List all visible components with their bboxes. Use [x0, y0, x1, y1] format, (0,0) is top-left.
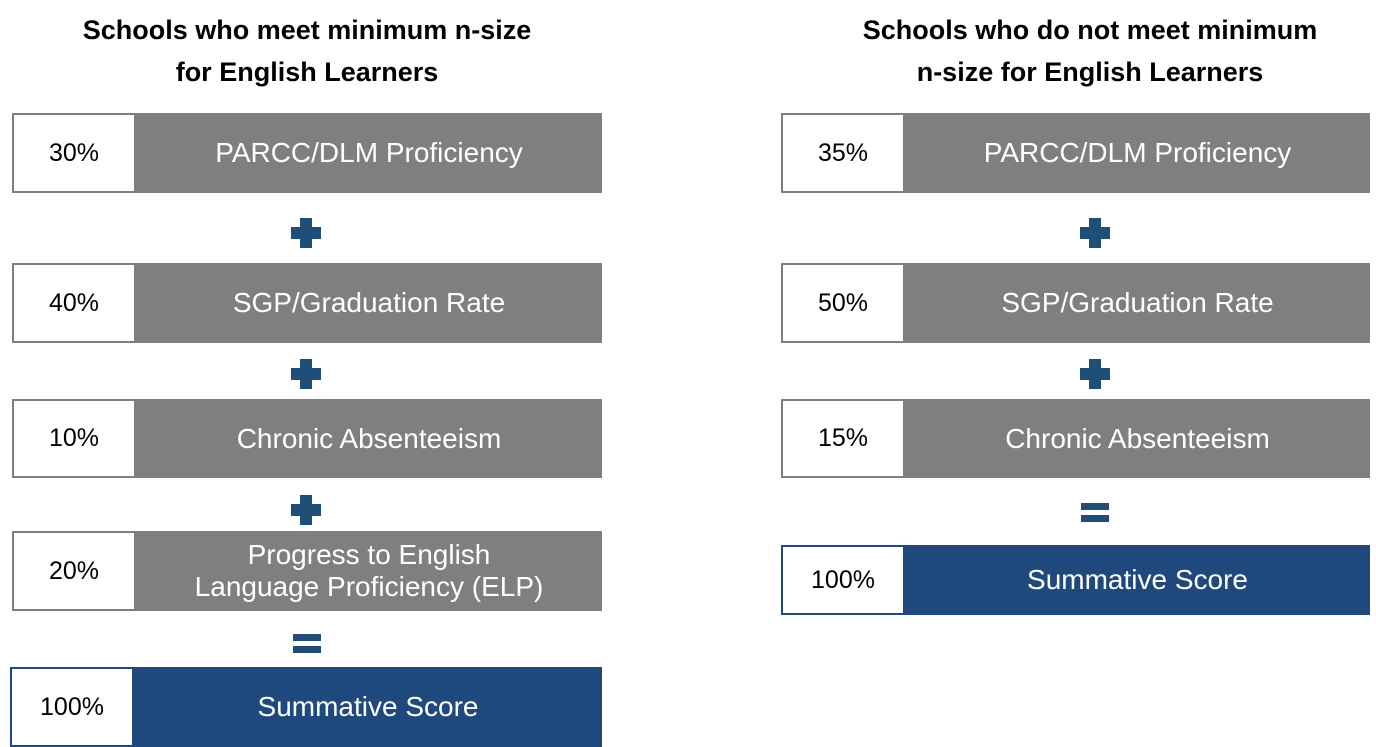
plus-icon — [1080, 359, 1110, 389]
component-row: 35% PARCC/DLM Proficiency — [781, 113, 1370, 193]
label-line: Summative Score — [1027, 564, 1248, 595]
column-title: Schools who do not meet minimum n-size f… — [790, 9, 1376, 93]
label-line: Progress to English — [247, 539, 491, 570]
title-line: Schools who do not meet minimum — [862, 15, 1318, 45]
weight: 10% — [12, 399, 136, 478]
weight: 100% — [781, 545, 905, 615]
label-line: Summative Score — [257, 691, 479, 722]
component-row: 20% Progress to English Language Profici… — [12, 531, 602, 611]
weight: 35% — [781, 113, 905, 193]
label-line: Chronic Absenteeism — [1005, 422, 1270, 454]
component-row: 50% SGP/Graduation Rate — [781, 263, 1370, 343]
total-row: 100% Summative Score — [781, 545, 1370, 615]
equals-icon — [1081, 503, 1109, 522]
component-label: SGP/Graduation Rate — [136, 263, 602, 343]
plus-icon — [291, 218, 321, 248]
label-line: Language Proficiency (ELP) — [194, 571, 544, 602]
component-label: PARCC/DLM Proficiency — [136, 113, 602, 193]
component-row: 10% Chronic Absenteeism — [12, 399, 602, 478]
label-line: PARCC/DLM Proficiency — [983, 137, 1292, 168]
component-label: Chronic Absenteeism — [136, 399, 602, 478]
label-line: SGP/Graduation Rate — [232, 287, 506, 318]
plus-icon — [291, 359, 321, 389]
total-label: Summative Score — [134, 667, 602, 747]
component-row: 40% SGP/Graduation Rate — [12, 263, 602, 343]
total-label: Summative Score — [905, 545, 1370, 615]
plus-icon — [1080, 218, 1110, 248]
title-line: Schools who meet minimum n-size — [82, 15, 532, 45]
component-label: SGP/Graduation Rate — [905, 263, 1370, 343]
component-label: Chronic Absenteeism — [905, 399, 1370, 478]
label-line: Chronic Absenteeism — [236, 422, 502, 454]
component-row: 30% PARCC/DLM Proficiency — [12, 113, 602, 193]
column-title: Schools who meet minimum n-size for Engl… — [0, 9, 614, 93]
title-line: for English Learners — [175, 57, 439, 87]
equals-icon — [293, 634, 321, 653]
weight: 15% — [781, 399, 905, 478]
component-label: PARCC/DLM Proficiency — [905, 113, 1370, 193]
title-line: n-size for English Learners — [916, 57, 1264, 87]
weight: 100% — [10, 667, 134, 747]
weight: 40% — [12, 263, 136, 343]
weight: 50% — [781, 263, 905, 343]
weight: 30% — [12, 113, 136, 193]
plus-icon — [291, 495, 321, 525]
weight: 20% — [12, 531, 136, 611]
component-row: 15% Chronic Absenteeism — [781, 399, 1370, 478]
component-label: Progress to English Language Proficiency… — [136, 531, 602, 611]
total-row: 100% Summative Score — [10, 667, 602, 747]
label-line: PARCC/DLM Proficiency — [215, 137, 523, 168]
label-line: SGP/Graduation Rate — [1001, 287, 1274, 318]
